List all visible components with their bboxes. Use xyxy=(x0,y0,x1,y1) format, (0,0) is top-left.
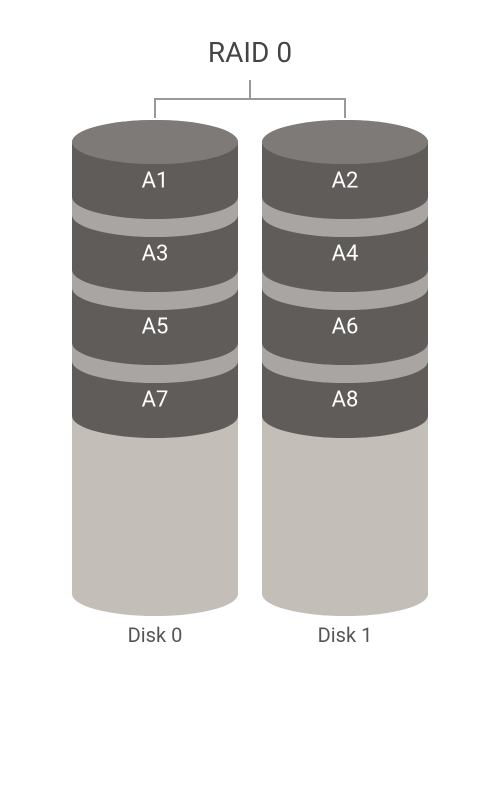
diagram-title: RAID 0 xyxy=(208,36,292,69)
platter-label-A3: A3 xyxy=(142,241,169,266)
raid0-diagram: RAID 0 A7 A5 A3 A1 Disk 0 A8 A6 A4 A2 Disk 1 xyxy=(0,0,500,791)
platter-label-A2: A2 xyxy=(332,168,359,193)
platter-label-A8: A8 xyxy=(332,387,359,412)
disk-0: A7 A5 A3 A1 Disk 0 xyxy=(72,120,238,647)
disk-1: A8 A6 A4 A2 Disk 1 xyxy=(262,120,428,647)
platter-label-A1: A1 xyxy=(142,168,169,193)
disk-caption-1: Disk 1 xyxy=(318,623,373,647)
platter-label-A4: A4 xyxy=(332,241,359,266)
platter-label-A6: A6 xyxy=(332,314,359,339)
platter-label-A5: A5 xyxy=(142,314,169,339)
platter-label-A7: A7 xyxy=(142,387,169,412)
disk-caption-0: Disk 0 xyxy=(128,623,183,647)
